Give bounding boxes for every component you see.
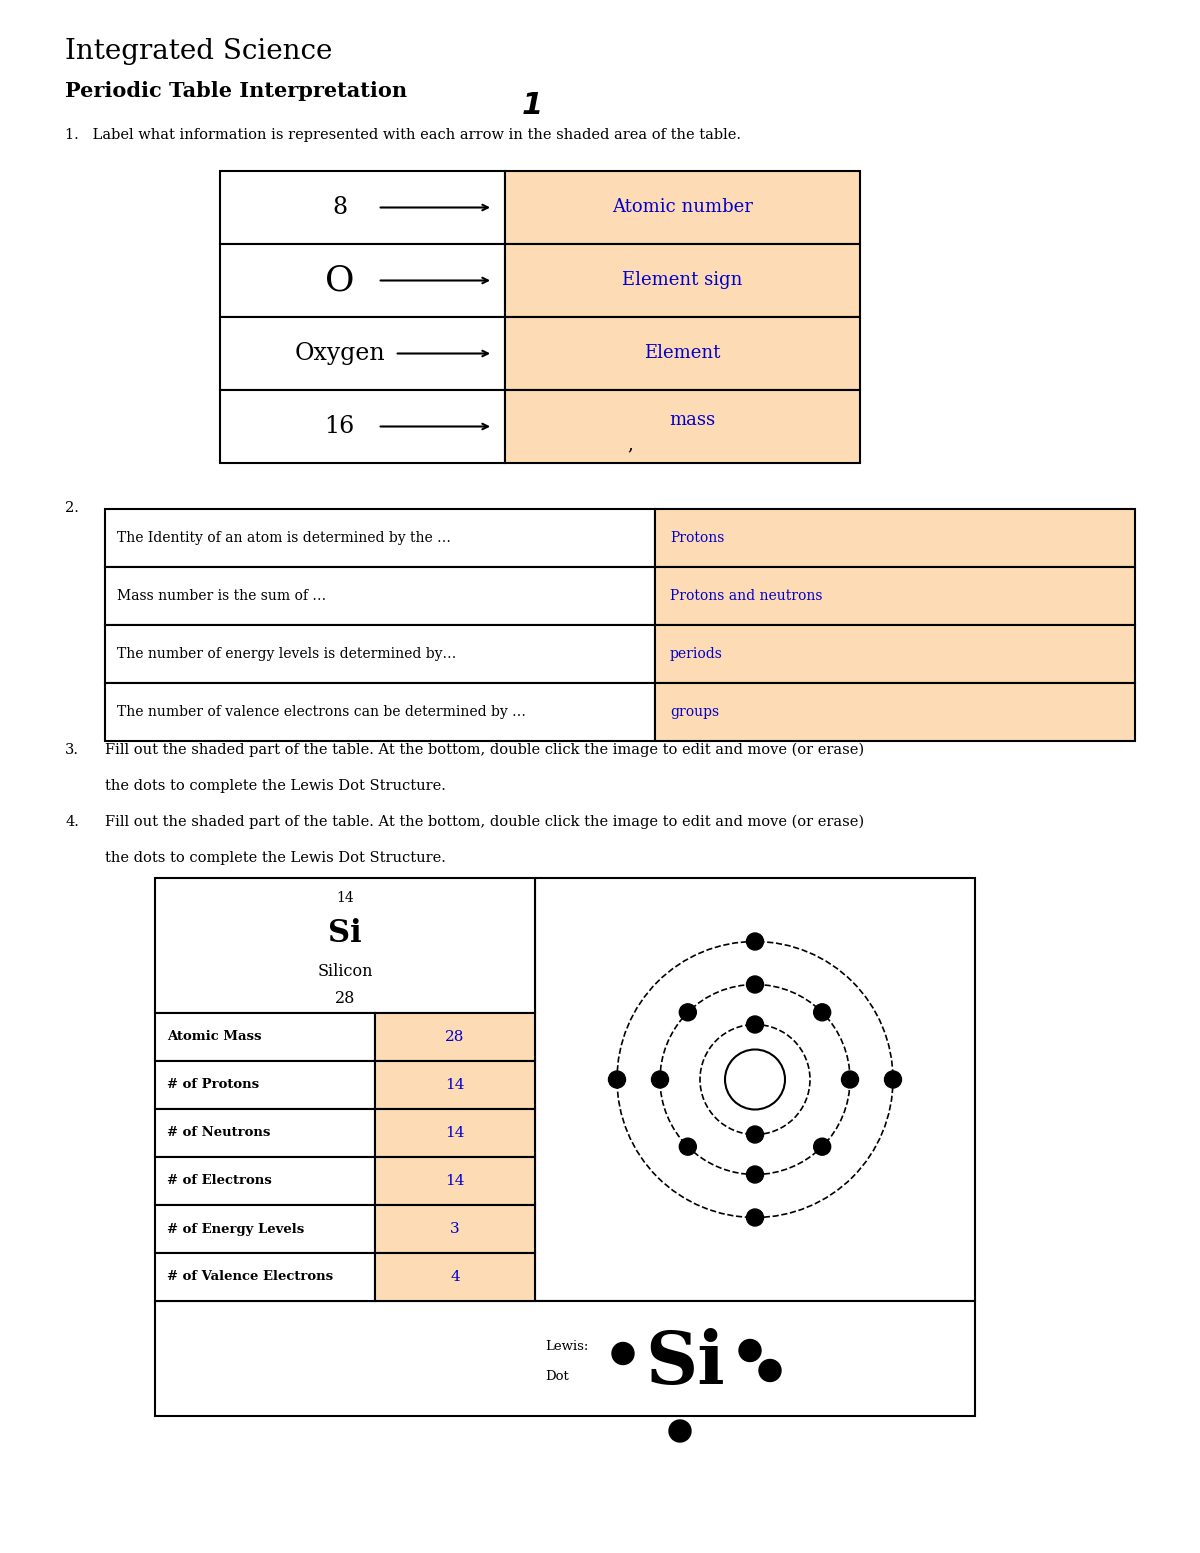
Text: Periodic Table Interpretation: Periodic Table Interpretation <box>65 81 407 101</box>
Text: Atomic number: Atomic number <box>612 199 752 216</box>
Circle shape <box>739 1340 761 1362</box>
Text: Protons: Protons <box>670 531 725 545</box>
Circle shape <box>746 1126 763 1143</box>
Text: 8: 8 <box>332 196 347 219</box>
Circle shape <box>652 1072 668 1089</box>
Text: Lewis:: Lewis: <box>545 1340 588 1353</box>
Text: The number of energy levels is determined by…: The number of energy levels is determine… <box>118 648 456 662</box>
Bar <box>374 1205 535 1253</box>
Bar <box>374 1109 535 1157</box>
Bar <box>220 390 505 463</box>
Text: # of Electrons: # of Electrons <box>167 1174 271 1188</box>
Circle shape <box>746 975 763 992</box>
Text: ,: , <box>628 435 634 453</box>
Circle shape <box>884 1072 901 1089</box>
Text: 3: 3 <box>450 1222 460 1236</box>
Text: Si: Si <box>328 918 362 949</box>
Text: 16: 16 <box>324 415 355 438</box>
Text: Silicon: Silicon <box>317 963 373 980</box>
Circle shape <box>746 933 763 950</box>
Bar <box>505 317 860 390</box>
Text: groups: groups <box>670 705 719 719</box>
Bar <box>505 244 860 317</box>
Text: 14: 14 <box>445 1174 464 1188</box>
Text: Fill out the shaded part of the table. At the bottom, double click the image to : Fill out the shaded part of the table. A… <box>106 815 864 829</box>
Circle shape <box>814 1138 830 1155</box>
Bar <box>106 567 655 624</box>
Text: Element: Element <box>644 345 721 362</box>
Circle shape <box>758 1359 781 1382</box>
Text: 28: 28 <box>335 989 355 1006</box>
Circle shape <box>670 1419 691 1443</box>
Circle shape <box>746 1208 763 1225</box>
Bar <box>106 509 655 567</box>
Bar <box>155 1109 374 1157</box>
Text: Fill out the shaded part of the table. At the bottom, double click the image to : Fill out the shaded part of the table. A… <box>106 742 864 758</box>
Bar <box>374 1061 535 1109</box>
Bar <box>155 1061 374 1109</box>
Text: 14: 14 <box>445 1126 464 1140</box>
Circle shape <box>608 1072 625 1089</box>
Bar <box>155 1301 974 1416</box>
Text: Mass number is the sum of …: Mass number is the sum of … <box>118 589 326 603</box>
Text: the dots to complete the Lewis Dot Structure.: the dots to complete the Lewis Dot Struc… <box>106 780 446 794</box>
Text: mass: mass <box>670 412 715 430</box>
Text: Element sign: Element sign <box>623 272 743 289</box>
Bar <box>155 877 535 1013</box>
Circle shape <box>841 1072 858 1089</box>
Text: 1.   Label what information is represented with each arrow in the shaded area of: 1. Label what information is represented… <box>65 127 742 141</box>
Text: Protons and neutrons: Protons and neutrons <box>670 589 822 603</box>
Bar <box>220 244 505 317</box>
Text: # of Protons: # of Protons <box>167 1078 259 1092</box>
Text: periods: periods <box>670 648 722 662</box>
Circle shape <box>679 1138 696 1155</box>
Text: Oxygen: Oxygen <box>294 342 385 365</box>
Bar <box>505 390 860 463</box>
Text: Integrated Science: Integrated Science <box>65 37 332 65</box>
Text: 1: 1 <box>522 92 544 120</box>
Text: the dots to complete the Lewis Dot Structure.: the dots to complete the Lewis Dot Struc… <box>106 851 446 865</box>
Bar <box>374 1253 535 1301</box>
Bar <box>505 171 860 244</box>
Text: # of Energy Levels: # of Energy Levels <box>167 1222 305 1236</box>
Bar <box>155 1157 374 1205</box>
Text: Atomic Mass: Atomic Mass <box>167 1031 262 1044</box>
Bar <box>155 1253 374 1301</box>
Circle shape <box>725 1050 785 1109</box>
Bar <box>374 1013 535 1061</box>
Bar <box>155 1205 374 1253</box>
Bar <box>374 1157 535 1205</box>
Text: 4.: 4. <box>65 815 79 829</box>
Circle shape <box>746 1016 763 1033</box>
Text: O: O <box>325 264 354 298</box>
Circle shape <box>814 1003 830 1020</box>
Text: The number of valence electrons can be determined by …: The number of valence electrons can be d… <box>118 705 526 719</box>
Bar <box>106 683 655 741</box>
Circle shape <box>679 1003 696 1020</box>
Bar <box>655 567 1135 624</box>
Text: # of Valence Electrons: # of Valence Electrons <box>167 1270 334 1283</box>
Bar <box>220 171 505 244</box>
Text: Dot: Dot <box>545 1370 569 1384</box>
Text: 2.: 2. <box>65 502 79 516</box>
Text: The Identity of an atom is determined by the …: The Identity of an atom is determined by… <box>118 531 451 545</box>
Text: # of Neutrons: # of Neutrons <box>167 1126 270 1140</box>
Bar <box>155 1013 374 1061</box>
Bar <box>655 509 1135 567</box>
Text: Si: Si <box>646 1328 725 1399</box>
Bar <box>655 624 1135 683</box>
Text: 4: 4 <box>450 1270 460 1284</box>
Text: 14: 14 <box>445 1078 464 1092</box>
Text: 14: 14 <box>336 891 354 905</box>
Bar <box>655 683 1135 741</box>
Text: 28: 28 <box>445 1030 464 1044</box>
Text: 3.: 3. <box>65 742 79 756</box>
Circle shape <box>612 1342 634 1365</box>
Bar <box>106 624 655 683</box>
Circle shape <box>746 1166 763 1183</box>
Bar <box>535 877 974 1301</box>
Bar <box>220 317 505 390</box>
